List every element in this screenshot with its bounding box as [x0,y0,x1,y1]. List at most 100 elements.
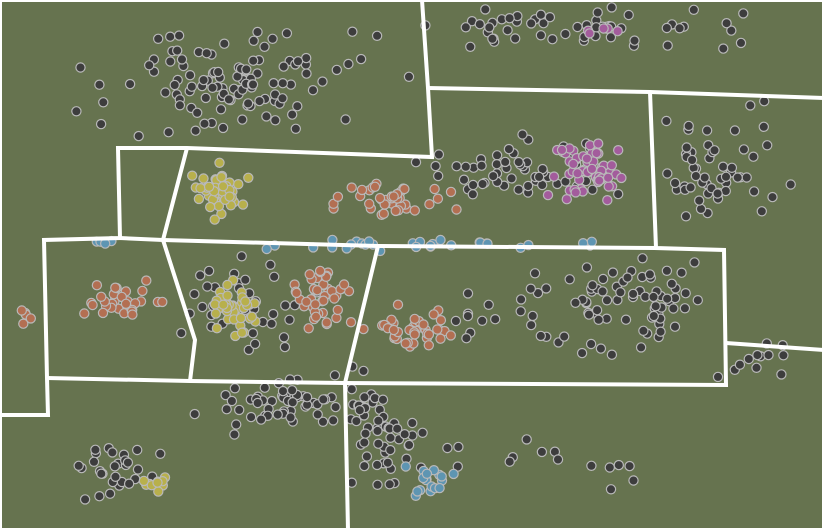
point [284,314,295,325]
point [292,100,303,112]
point [266,318,277,329]
point [506,173,517,184]
point [346,384,357,395]
point [721,18,732,29]
point [729,125,741,136]
point [433,149,445,160]
point [568,158,579,170]
point [606,2,617,13]
point [220,389,231,401]
point [624,460,635,472]
point [184,69,196,81]
point [409,313,420,325]
point [290,123,301,135]
point [683,120,694,132]
point [94,79,105,90]
point [392,423,403,434]
point [197,301,208,313]
point [186,170,198,181]
point [79,494,91,505]
point [204,201,216,213]
point [587,184,598,195]
point [547,34,558,45]
point [186,81,197,92]
region-border [0,0,435,417]
point [734,359,746,370]
point [430,160,441,172]
point [445,330,456,341]
point [124,78,136,90]
point [329,370,341,381]
point [343,58,354,70]
point [157,296,168,308]
point [767,191,778,203]
point [669,321,681,332]
point [95,118,107,130]
point [338,279,350,290]
point [189,408,200,420]
point [301,296,312,307]
point [332,191,344,202]
point [209,214,220,225]
point [638,325,649,336]
point [745,100,756,111]
point [153,486,164,497]
point [292,56,304,67]
point [198,173,209,184]
region-border [119,236,657,250]
point [270,115,281,126]
point [110,282,121,293]
point [291,287,302,299]
point [606,160,618,171]
point [450,315,462,327]
point [748,186,760,197]
point [695,203,707,215]
point [359,392,370,403]
point [25,313,36,324]
point [726,25,737,36]
point [90,444,101,455]
point [594,175,605,186]
point [637,253,648,264]
point [662,40,673,51]
point [535,330,547,342]
point [669,177,681,189]
point [644,269,656,280]
point [442,442,453,454]
point [661,265,673,276]
point [591,305,603,316]
point [522,180,534,192]
point [500,156,511,168]
point [461,333,472,344]
point [409,205,420,216]
point [307,84,319,96]
point [661,115,672,127]
point [221,404,232,415]
point [668,303,679,314]
point [243,344,254,356]
point [378,208,389,219]
point [785,179,796,190]
point [345,317,357,328]
point [217,181,229,192]
point [655,326,666,337]
point [592,7,603,18]
point [480,4,491,15]
point [593,138,604,149]
point [248,35,259,47]
point [226,395,238,407]
point [629,35,640,46]
point [474,19,485,30]
point [321,317,332,328]
point [467,179,479,191]
point [138,475,150,487]
point [615,287,626,298]
point [601,295,613,306]
point [98,97,109,108]
point [265,259,276,270]
point [268,308,279,320]
point [312,409,323,420]
point [587,280,598,291]
point [758,121,770,133]
